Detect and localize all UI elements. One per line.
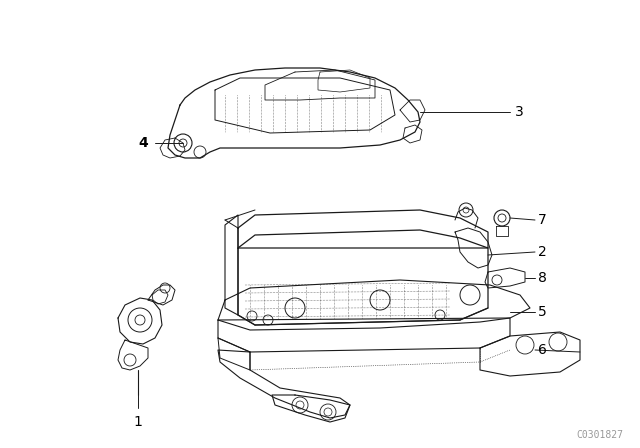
- Text: 6: 6: [538, 343, 547, 357]
- Text: C0301827: C0301827: [577, 430, 623, 440]
- Text: 3: 3: [515, 105, 524, 119]
- Text: 1: 1: [134, 415, 143, 429]
- Text: 8: 8: [538, 271, 547, 285]
- Text: 7: 7: [538, 213, 547, 227]
- Text: 2: 2: [538, 245, 547, 259]
- Text: 5: 5: [538, 305, 547, 319]
- Text: 4: 4: [138, 136, 148, 150]
